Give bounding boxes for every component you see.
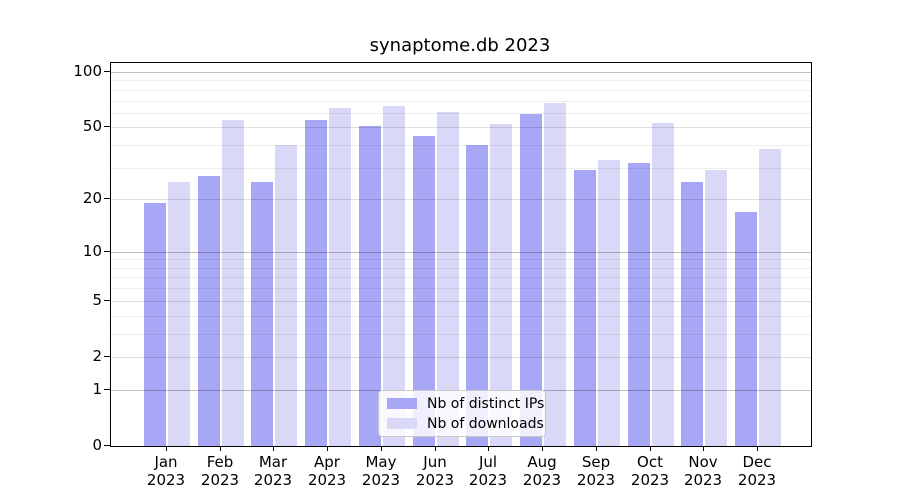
y-tick	[104, 445, 110, 446]
bar-downloads-nov	[705, 170, 728, 446]
y-tick	[104, 71, 110, 72]
gridline-minor	[111, 259, 811, 260]
legend-label: Nb of distinct IPs	[427, 395, 545, 412]
x-tick-label: Aug 2023	[522, 453, 562, 489]
y-tick	[104, 126, 110, 127]
gridline-minor	[111, 101, 811, 102]
x-tick	[327, 446, 328, 451]
y-tick-label: 100	[73, 62, 102, 80]
bar-downloads-sep	[597, 160, 620, 446]
bar-downloads-dec	[758, 149, 781, 446]
bar-downloads-jul	[490, 124, 513, 446]
legend-swatch-distinct-ips	[387, 398, 417, 409]
y-tick	[104, 389, 110, 390]
legend-label: Nb of downloads	[427, 415, 544, 432]
x-tick	[220, 446, 221, 451]
y-tick-label: 50	[82, 117, 102, 135]
bar-distinct-ips-jul	[466, 145, 489, 446]
bar-downloads-jan	[168, 182, 190, 446]
bar-distinct-ips-jun	[412, 136, 435, 446]
gridline-minor	[111, 316, 811, 317]
bar-distinct-ips-dec	[734, 212, 757, 446]
gridline-minor	[111, 145, 811, 146]
gridline-major	[111, 301, 811, 302]
x-tick-label: May 2023	[361, 453, 401, 489]
legend: Nb of distinct IPs Nb of downloads	[378, 390, 546, 437]
x-tick	[166, 446, 167, 451]
bar-downloads-aug	[544, 103, 567, 446]
gridline-minor	[111, 268, 811, 269]
bar-distinct-ips-aug	[520, 114, 543, 446]
y-tick-label: 2	[92, 347, 102, 365]
x-tick	[488, 446, 489, 451]
x-tick-label: Feb 2023	[200, 453, 240, 489]
x-tick	[273, 446, 274, 451]
gridline-minor	[111, 277, 811, 278]
x-tick	[435, 446, 436, 451]
x-tick	[381, 446, 382, 451]
gridline-minor	[111, 90, 811, 91]
legend-item: Nb of distinct IPs	[387, 396, 544, 412]
y-tick-label: 5	[92, 291, 102, 309]
x-tick	[757, 446, 758, 451]
x-tick-label: Jul 2023	[468, 453, 508, 489]
bar-downloads-mar	[275, 145, 298, 446]
bar-distinct-ips-oct	[627, 163, 650, 446]
bar-distinct-ips-jan	[144, 203, 166, 446]
grid-layer	[111, 63, 811, 446]
gridline-minor	[111, 80, 811, 81]
bar-downloads-oct	[651, 123, 674, 446]
bars-layer	[111, 63, 811, 446]
bar-downloads-feb	[221, 120, 244, 446]
x-tick	[596, 446, 597, 451]
bar-distinct-ips-sep	[573, 170, 596, 446]
y-tick-label: 20	[82, 189, 102, 207]
gridline-major	[111, 357, 811, 358]
bar-distinct-ips-feb	[197, 176, 220, 446]
gridline-major	[111, 127, 811, 128]
gridline-major	[111, 199, 811, 200]
x-tick-label: Nov 2023	[683, 453, 723, 489]
gridline-minor	[111, 334, 811, 335]
bar-distinct-ips-nov	[681, 182, 704, 446]
gridline-major	[111, 252, 811, 253]
x-tick-label: Oct 2023	[630, 453, 670, 489]
y-tick	[104, 198, 110, 199]
y-tick-label: 10	[82, 242, 102, 260]
legend-item: Nb of downloads	[387, 416, 544, 432]
x-tick-label: Jun 2023	[415, 453, 455, 489]
x-tick	[650, 446, 651, 451]
x-tick-label: Dec 2023	[737, 453, 777, 489]
y-tick-label: 0	[92, 436, 102, 454]
x-tick-label: Mar 2023	[253, 453, 293, 489]
bar-downloads-jun	[436, 112, 459, 446]
x-tick	[542, 446, 543, 451]
gridline-minor	[111, 168, 811, 169]
gridline-minor	[111, 113, 811, 114]
x-tick	[703, 446, 704, 451]
legend-swatch-downloads	[387, 418, 417, 429]
y-tick	[104, 300, 110, 301]
gridline-major	[111, 72, 811, 73]
chart-title: synaptome.db 2023	[369, 35, 551, 56]
bar-downloads-may	[382, 106, 405, 446]
gridline-minor	[111, 288, 811, 289]
y-tick	[104, 356, 110, 357]
y-tick-label: 1	[92, 380, 102, 398]
bar-downloads-apr	[329, 108, 352, 446]
bar-distinct-ips-mar	[251, 182, 274, 446]
bar-distinct-ips-apr	[305, 120, 328, 446]
bar-distinct-ips-may	[358, 126, 381, 446]
x-tick-label: Sep 2023	[576, 453, 616, 489]
x-tick-label: Apr 2023	[307, 453, 347, 489]
y-tick	[104, 251, 110, 252]
plot-area	[110, 62, 812, 447]
x-tick-label: Jan 2023	[146, 453, 186, 489]
